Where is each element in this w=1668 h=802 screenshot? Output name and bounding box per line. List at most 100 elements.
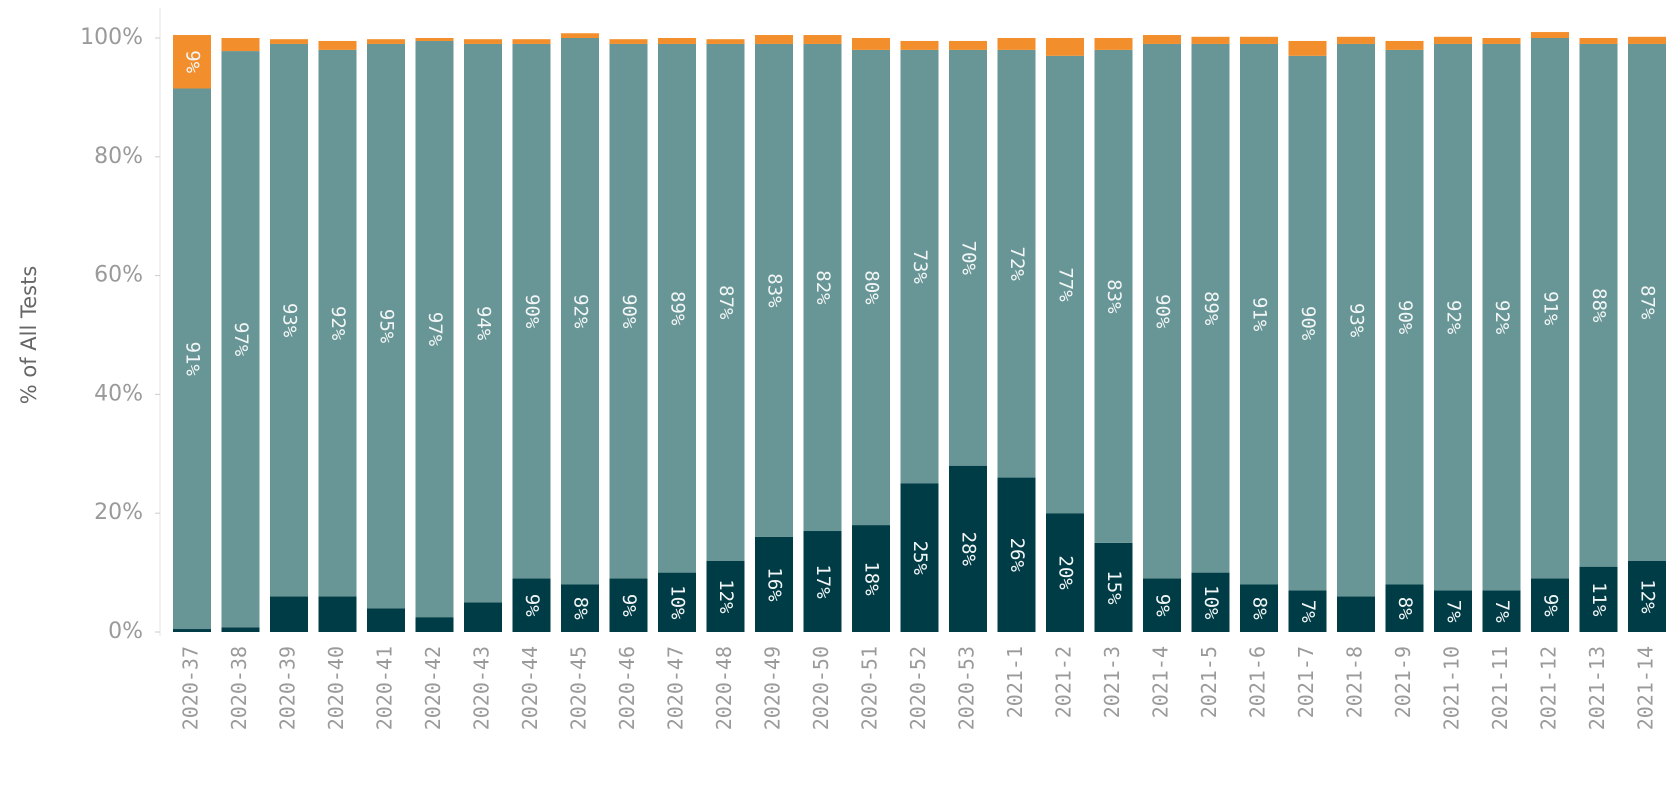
- data-label: 11%: [1588, 582, 1610, 617]
- data-label: 83%: [1103, 279, 1125, 314]
- bar-segment: [415, 40, 454, 618]
- bar-segment: [755, 35, 793, 44]
- data-label: 9%: [1152, 594, 1174, 617]
- bar-segment: [706, 39, 745, 44]
- bar-segment: [1482, 38, 1521, 44]
- data-label: 80%: [861, 270, 883, 305]
- bar-segment: [318, 596, 357, 632]
- x-tick-label: 2021-14: [1634, 646, 1658, 730]
- bar-segment: [852, 525, 890, 632]
- bar-segment: [706, 43, 745, 561]
- y-axis-label: % of All Tests: [17, 266, 41, 405]
- bar-segment: [1143, 43, 1181, 579]
- bar-segment: [1385, 49, 1424, 585]
- data-label: 9%: [521, 594, 543, 617]
- bar-segment: [1482, 590, 1521, 632]
- data-label: 8%: [1249, 597, 1271, 620]
- bar-segment: [1191, 572, 1230, 632]
- bar-segment: [1191, 36, 1230, 44]
- bar-segment: [512, 43, 551, 579]
- x-tick-label: 2021-2: [1052, 646, 1076, 718]
- bar-segment: [997, 38, 1036, 50]
- data-label: 15%: [1103, 570, 1125, 605]
- x-tick-label: 2020-43: [470, 646, 494, 730]
- x-tick-label: 2020-48: [712, 646, 736, 730]
- bar-segment: [1288, 590, 1327, 632]
- bar-segment: [415, 38, 454, 41]
- bar-segment: [900, 49, 939, 484]
- data-label: 28%: [958, 532, 980, 567]
- data-label: 72%: [1006, 247, 1028, 282]
- bar-segment: [270, 596, 308, 632]
- data-label: 87%: [715, 285, 737, 320]
- x-tick-label: 2021-4: [1149, 646, 1173, 718]
- bar-segment: [270, 39, 308, 44]
- data-label: 92%: [327, 306, 349, 341]
- bar-segment: [1337, 36, 1375, 44]
- data-label: 88%: [1588, 288, 1610, 323]
- bar-segment: [658, 43, 696, 573]
- bar-segment: [1434, 590, 1472, 632]
- data-label: 9%: [182, 50, 204, 73]
- bar-segment: [1579, 566, 1618, 632]
- x-tick-label: 2021-13: [1585, 646, 1609, 730]
- bar-segment: [997, 49, 1036, 478]
- bar-segment: [221, 51, 260, 628]
- bar-segment: [318, 40, 357, 50]
- bar-segment: [1094, 542, 1133, 632]
- data-label: 77%: [1055, 267, 1077, 302]
- bar-segment: [852, 49, 890, 526]
- bar-segment: [367, 608, 405, 632]
- x-tick-label: 2020-51: [858, 646, 882, 730]
- y-tick-label: 20%: [94, 500, 143, 525]
- bar-segment: [1628, 36, 1666, 44]
- x-tick-label: 2020-46: [615, 646, 639, 730]
- data-label: 91%: [1540, 291, 1562, 326]
- x-tick-label: 2020-37: [179, 646, 203, 730]
- bar-segment: [367, 39, 405, 44]
- bar-segment: [1579, 43, 1618, 567]
- x-tick-label: 2020-53: [955, 646, 979, 730]
- bar-segment: [900, 483, 939, 632]
- x-tick-label: 2021-10: [1440, 646, 1464, 730]
- data-label: 10%: [667, 585, 689, 620]
- data-label: 93%: [279, 303, 301, 338]
- data-label: 12%: [1637, 579, 1659, 614]
- data-label: 92%: [1491, 300, 1513, 335]
- bar-segment: [1628, 43, 1666, 561]
- bar-segment: [997, 477, 1036, 632]
- data-label: 7%: [1443, 600, 1465, 623]
- bar-segment: [464, 39, 502, 44]
- bar-segment: [221, 627, 260, 632]
- bar-segment: [318, 49, 357, 597]
- bar-segment: [1240, 584, 1278, 632]
- bar-segment: [1240, 43, 1278, 585]
- bar-segment: [1337, 596, 1375, 632]
- x-tick-label: 2021-1: [1003, 646, 1027, 718]
- bar-segment: [1191, 43, 1230, 573]
- data-label: 97%: [424, 312, 446, 347]
- bar-segment: [1288, 40, 1327, 56]
- bar-segment: [803, 43, 842, 532]
- bar-segment: [367, 43, 405, 609]
- x-tick-label: 2021-8: [1343, 646, 1367, 718]
- bar-segment: [755, 43, 793, 537]
- bar-segment: [1385, 584, 1424, 632]
- bar-segment: [706, 560, 745, 632]
- bar-segment: [1094, 49, 1133, 543]
- data-label: 89%: [1200, 291, 1222, 326]
- data-label: 25%: [909, 541, 931, 576]
- data-label: 73%: [909, 250, 931, 285]
- x-tick-label: 2021-11: [1488, 646, 1512, 730]
- bar-segment: [1337, 43, 1375, 597]
- data-label: 94%: [473, 306, 495, 341]
- bar-segment: [270, 43, 308, 597]
- bar-segment: [464, 43, 502, 603]
- bar-segment: [949, 40, 987, 50]
- data-label: 97%: [230, 322, 252, 357]
- data-label: 17%: [812, 564, 834, 599]
- data-label: 12%: [715, 579, 737, 614]
- bar-segment: [658, 572, 696, 632]
- data-label: 93%: [1346, 303, 1368, 338]
